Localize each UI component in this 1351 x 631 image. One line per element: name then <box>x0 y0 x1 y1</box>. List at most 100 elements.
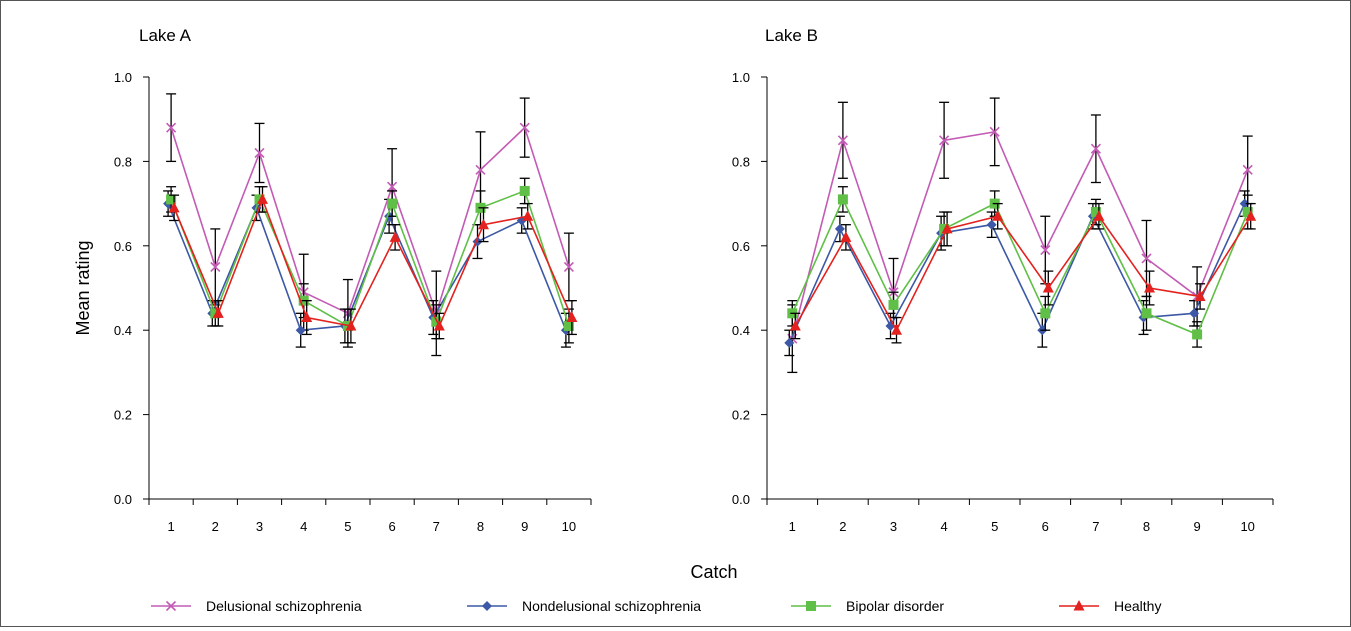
y-tick-label: 0.6 <box>732 239 750 254</box>
legend-label: Nondelusional schizophrenia <box>522 598 701 614</box>
data-point <box>1144 282 1155 293</box>
series-line <box>173 197 573 328</box>
legend-label: Bipolar disorder <box>846 598 944 614</box>
legend-marker <box>1073 600 1085 611</box>
data-point <box>563 261 574 272</box>
legend: Delusional schizophrenia Nondelusional sc… <box>151 598 1161 614</box>
legend-item-bipolar-disorder: Bipolar disorder <box>791 598 944 614</box>
panel-title: Lake A <box>139 26 192 45</box>
data-point <box>840 231 852 242</box>
y-tick-label: 0.8 <box>732 154 750 169</box>
y-tick-label: 0.0 <box>114 492 132 507</box>
data-point <box>1040 244 1051 256</box>
legend-label: Delusional schizophrenia <box>206 598 362 614</box>
legend-item-delusional-schizophrenia: Delusional schizophrenia <box>151 598 362 614</box>
data-point <box>939 135 950 146</box>
data-point <box>295 325 306 336</box>
data-point <box>1042 282 1054 293</box>
data-point <box>992 210 1004 221</box>
data-point <box>345 319 357 331</box>
y-tick-label: 1.0 <box>732 70 750 85</box>
x-tick-label: 2 <box>839 519 846 534</box>
series-bipolar-disorder <box>787 186 1253 348</box>
series-nondelusional-schizophrenia <box>163 190 571 348</box>
x-tick-label: 3 <box>256 519 263 534</box>
x-tick-label: 8 <box>1143 519 1150 534</box>
series-line <box>170 126 570 316</box>
data-point <box>519 185 530 196</box>
series-line <box>788 203 1246 344</box>
data-point <box>519 122 530 133</box>
data-point <box>254 147 265 159</box>
legend-item-nondelusional-schizophrenia: Nondelusional schizophrenia <box>467 598 701 614</box>
panel-lake-b: Lake B 0.0 0.2 0.4 0.6 0.8 1.0 1 2 3 4 5 6 7 8 9 10 <box>732 26 1274 534</box>
series-line <box>791 130 1249 339</box>
y-tick-label: 0.2 <box>114 408 132 423</box>
data-point <box>563 320 574 331</box>
data-point <box>389 231 401 242</box>
y-tick-label: 0.4 <box>114 323 132 338</box>
legend-label: Healthy <box>1114 598 1161 614</box>
series-nondelusional-schizophrenia <box>784 190 1250 357</box>
series-delusional-schizophrenia <box>787 97 1253 374</box>
series-line <box>170 189 570 328</box>
data-point <box>478 218 489 230</box>
x-tick-label: 5 <box>344 519 351 534</box>
y-tick-label: 0.6 <box>114 239 132 254</box>
x-tick-label: 10 <box>1240 519 1254 534</box>
legend-marker <box>482 601 492 611</box>
data-point <box>1040 308 1051 319</box>
data-point <box>566 311 578 323</box>
data-point <box>1141 308 1152 319</box>
data-point <box>834 223 845 234</box>
x-tick-label: 2 <box>212 519 219 534</box>
series-healthy <box>789 202 1257 344</box>
x-tick-label: 6 <box>1042 519 1049 534</box>
data-point <box>1194 290 1206 301</box>
x-tick-label: 7 <box>433 519 440 534</box>
data-point <box>1090 143 1101 154</box>
data-point <box>433 319 445 331</box>
data-point <box>837 135 848 146</box>
panel-lake-a: Lake A 0.0 0.2 0.4 0.6 0.8 1.0 1 2 3 4 5 6 7 8 9 10 Mean … <box>73 26 592 534</box>
data-point <box>387 198 398 209</box>
x-tick-label: 3 <box>890 519 897 534</box>
data-point <box>257 193 268 204</box>
data-point <box>1245 210 1257 221</box>
y-tick-label: 0.8 <box>114 154 132 169</box>
data-point <box>989 126 1000 137</box>
x-tick-label: 7 <box>1092 519 1099 534</box>
panel-title: Lake B <box>765 26 818 45</box>
data-point <box>212 307 224 318</box>
x-tick-label: 9 <box>521 519 528 534</box>
data-point <box>784 337 795 348</box>
data-point <box>789 319 801 331</box>
data-point <box>475 164 486 175</box>
legend-item-healthy: Healthy <box>1059 598 1161 614</box>
series-healthy <box>168 186 578 344</box>
data-point <box>431 316 442 327</box>
x-tick-label: 10 <box>562 519 576 534</box>
series-bipolar-disorder <box>166 177 574 344</box>
legend-marker <box>165 600 177 612</box>
x-tick-label: 5 <box>991 519 998 534</box>
data-point <box>837 194 848 205</box>
y-tick-label: 0.0 <box>732 492 750 507</box>
x-tick-label: 1 <box>789 519 796 534</box>
data-point <box>210 261 221 272</box>
y-tick-label: 1.0 <box>114 70 132 85</box>
data-point <box>522 210 534 221</box>
data-point <box>986 219 997 230</box>
data-point <box>387 181 398 192</box>
y-tick-label: 0.4 <box>732 323 750 338</box>
x-tick-label: 4 <box>300 519 307 534</box>
data-point <box>1242 207 1253 218</box>
x-tick-label: 4 <box>940 519 947 534</box>
data-point <box>891 324 902 335</box>
series-line <box>794 214 1252 332</box>
data-point <box>166 122 177 133</box>
series-line <box>791 197 1249 336</box>
y-axis-title: Mean rating <box>73 240 93 335</box>
legend-marker <box>806 601 816 611</box>
